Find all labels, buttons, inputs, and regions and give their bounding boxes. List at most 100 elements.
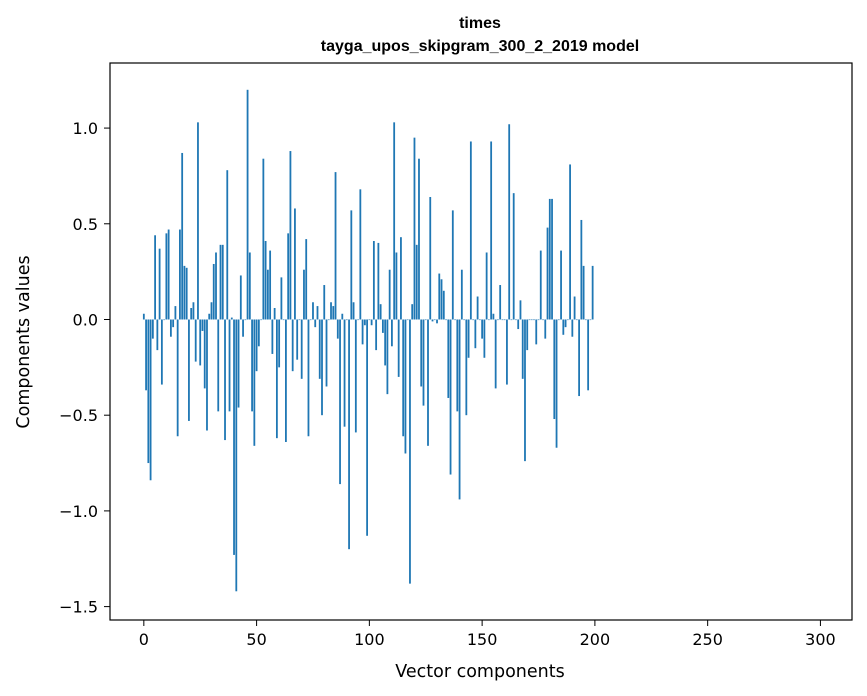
bar (494, 319, 497, 389)
bar (154, 235, 156, 320)
bar (578, 319, 580, 397)
bar (212, 263, 215, 320)
bar (454, 319, 456, 321)
bar (359, 189, 362, 320)
bar (269, 250, 272, 320)
y-tick-label: −1.0 (59, 502, 98, 521)
bar (289, 151, 292, 320)
bar (172, 319, 175, 328)
bar (528, 319, 531, 321)
bar (345, 319, 348, 321)
bar (379, 304, 382, 320)
bar (199, 319, 202, 366)
plot-area (109, 62, 853, 621)
bar (298, 319, 301, 321)
bar (192, 302, 195, 320)
bar (553, 319, 556, 420)
bar (381, 319, 384, 333)
bar (510, 319, 513, 321)
bar (499, 285, 502, 320)
bar (508, 124, 511, 320)
bar (584, 319, 587, 321)
bar (370, 319, 373, 326)
bar (260, 319, 262, 321)
bar (179, 229, 181, 320)
x-tick-label: 250 (692, 630, 723, 649)
bar (242, 319, 244, 337)
bar (386, 319, 389, 395)
bar (573, 296, 576, 320)
bar (327, 319, 330, 321)
bar (275, 319, 278, 439)
bar (377, 242, 380, 320)
bar (413, 137, 416, 320)
bar (237, 319, 240, 408)
bar (257, 319, 260, 347)
bar (422, 319, 425, 406)
bar (235, 319, 238, 592)
bar (206, 319, 208, 431)
bar (226, 170, 229, 320)
bar (280, 277, 283, 320)
bar (246, 89, 249, 320)
y-tick-label: −1.5 (59, 598, 98, 617)
bar (354, 319, 357, 433)
bar (411, 304, 414, 320)
x-tick-label: 200 (580, 630, 611, 649)
bar (562, 319, 565, 335)
bar (483, 319, 486, 358)
bar (569, 164, 571, 320)
bar (548, 198, 551, 320)
bar (368, 319, 371, 321)
bar (287, 233, 290, 320)
bar (415, 244, 418, 320)
bar (334, 172, 337, 320)
bar (190, 308, 193, 320)
bar (418, 158, 420, 320)
bar (445, 319, 447, 321)
y-axis-label: Components values (14, 255, 34, 428)
bar (397, 319, 400, 377)
bar (375, 319, 378, 351)
bar (458, 319, 461, 500)
bar (571, 319, 574, 337)
bar (503, 319, 506, 321)
bar (165, 233, 168, 320)
x-tick-label: 100 (354, 630, 385, 649)
y-tick-label: 1.0 (73, 119, 98, 138)
bar (557, 319, 560, 321)
bar (460, 269, 463, 320)
bar (438, 273, 441, 320)
bar (278, 319, 281, 368)
bar (230, 317, 233, 320)
bar (544, 319, 547, 339)
bar (273, 308, 276, 320)
bar (233, 319, 235, 555)
bar (357, 319, 359, 321)
bar (318, 319, 321, 379)
bar (551, 198, 553, 320)
y-axis-ticks: −1.5 −1.0 −0.5 0.0 0.5 1.0 (59, 119, 110, 617)
bar (296, 319, 299, 360)
bar (348, 319, 350, 550)
bar (336, 319, 339, 339)
bar (244, 319, 247, 321)
bar (591, 265, 594, 320)
bar (575, 319, 578, 321)
bar (158, 248, 161, 320)
bar (560, 250, 562, 320)
bar (481, 319, 484, 339)
bar (149, 319, 152, 481)
plot-frame (109, 62, 853, 621)
bar (442, 290, 445, 320)
bar (506, 319, 508, 385)
bar (330, 302, 332, 320)
bar (535, 319, 538, 345)
bar (325, 319, 328, 387)
x-tick-label: 300 (805, 630, 836, 649)
bar (501, 319, 504, 321)
bar (400, 237, 402, 320)
bar (197, 122, 199, 320)
bar (409, 319, 411, 584)
